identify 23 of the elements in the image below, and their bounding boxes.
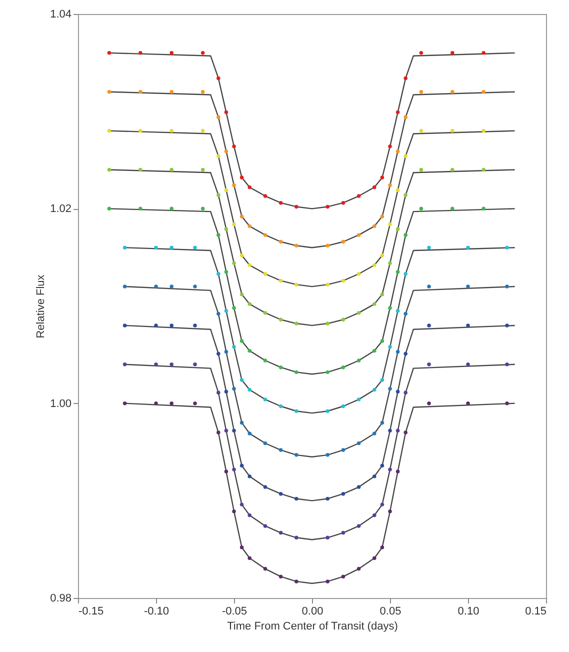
- x-tick-label: 0.10: [458, 606, 480, 618]
- y-axis-title: Relative Flux: [35, 274, 48, 338]
- y-tick-label: 1.02: [50, 203, 72, 216]
- line-series: [108, 169, 516, 326]
- line-series: [124, 286, 516, 458]
- y-tick-label: 1.04: [50, 8, 72, 20]
- x-tick-label: -0.15: [78, 606, 104, 618]
- line-series: [108, 130, 516, 288]
- line-series: [124, 364, 516, 540]
- line-series: [124, 247, 516, 414]
- line-series: [108, 91, 516, 248]
- x-tick-label: 0.05: [380, 606, 402, 618]
- line-series: [124, 402, 516, 584]
- y-tick-label: 1.00: [50, 398, 72, 410]
- y-tick-label: 0.98: [50, 592, 72, 604]
- x-axis-title: Time From Center of Transit (days): [227, 620, 398, 632]
- x-tick-label: -0.05: [222, 606, 248, 618]
- line-series: [108, 52, 516, 210]
- x-tick-label: 0.00: [302, 606, 324, 618]
- line-series: [124, 324, 516, 502]
- x-tick-label: -0.10: [144, 606, 170, 618]
- line-series: [108, 208, 516, 375]
- x-tick-label: 0.15: [525, 606, 546, 618]
